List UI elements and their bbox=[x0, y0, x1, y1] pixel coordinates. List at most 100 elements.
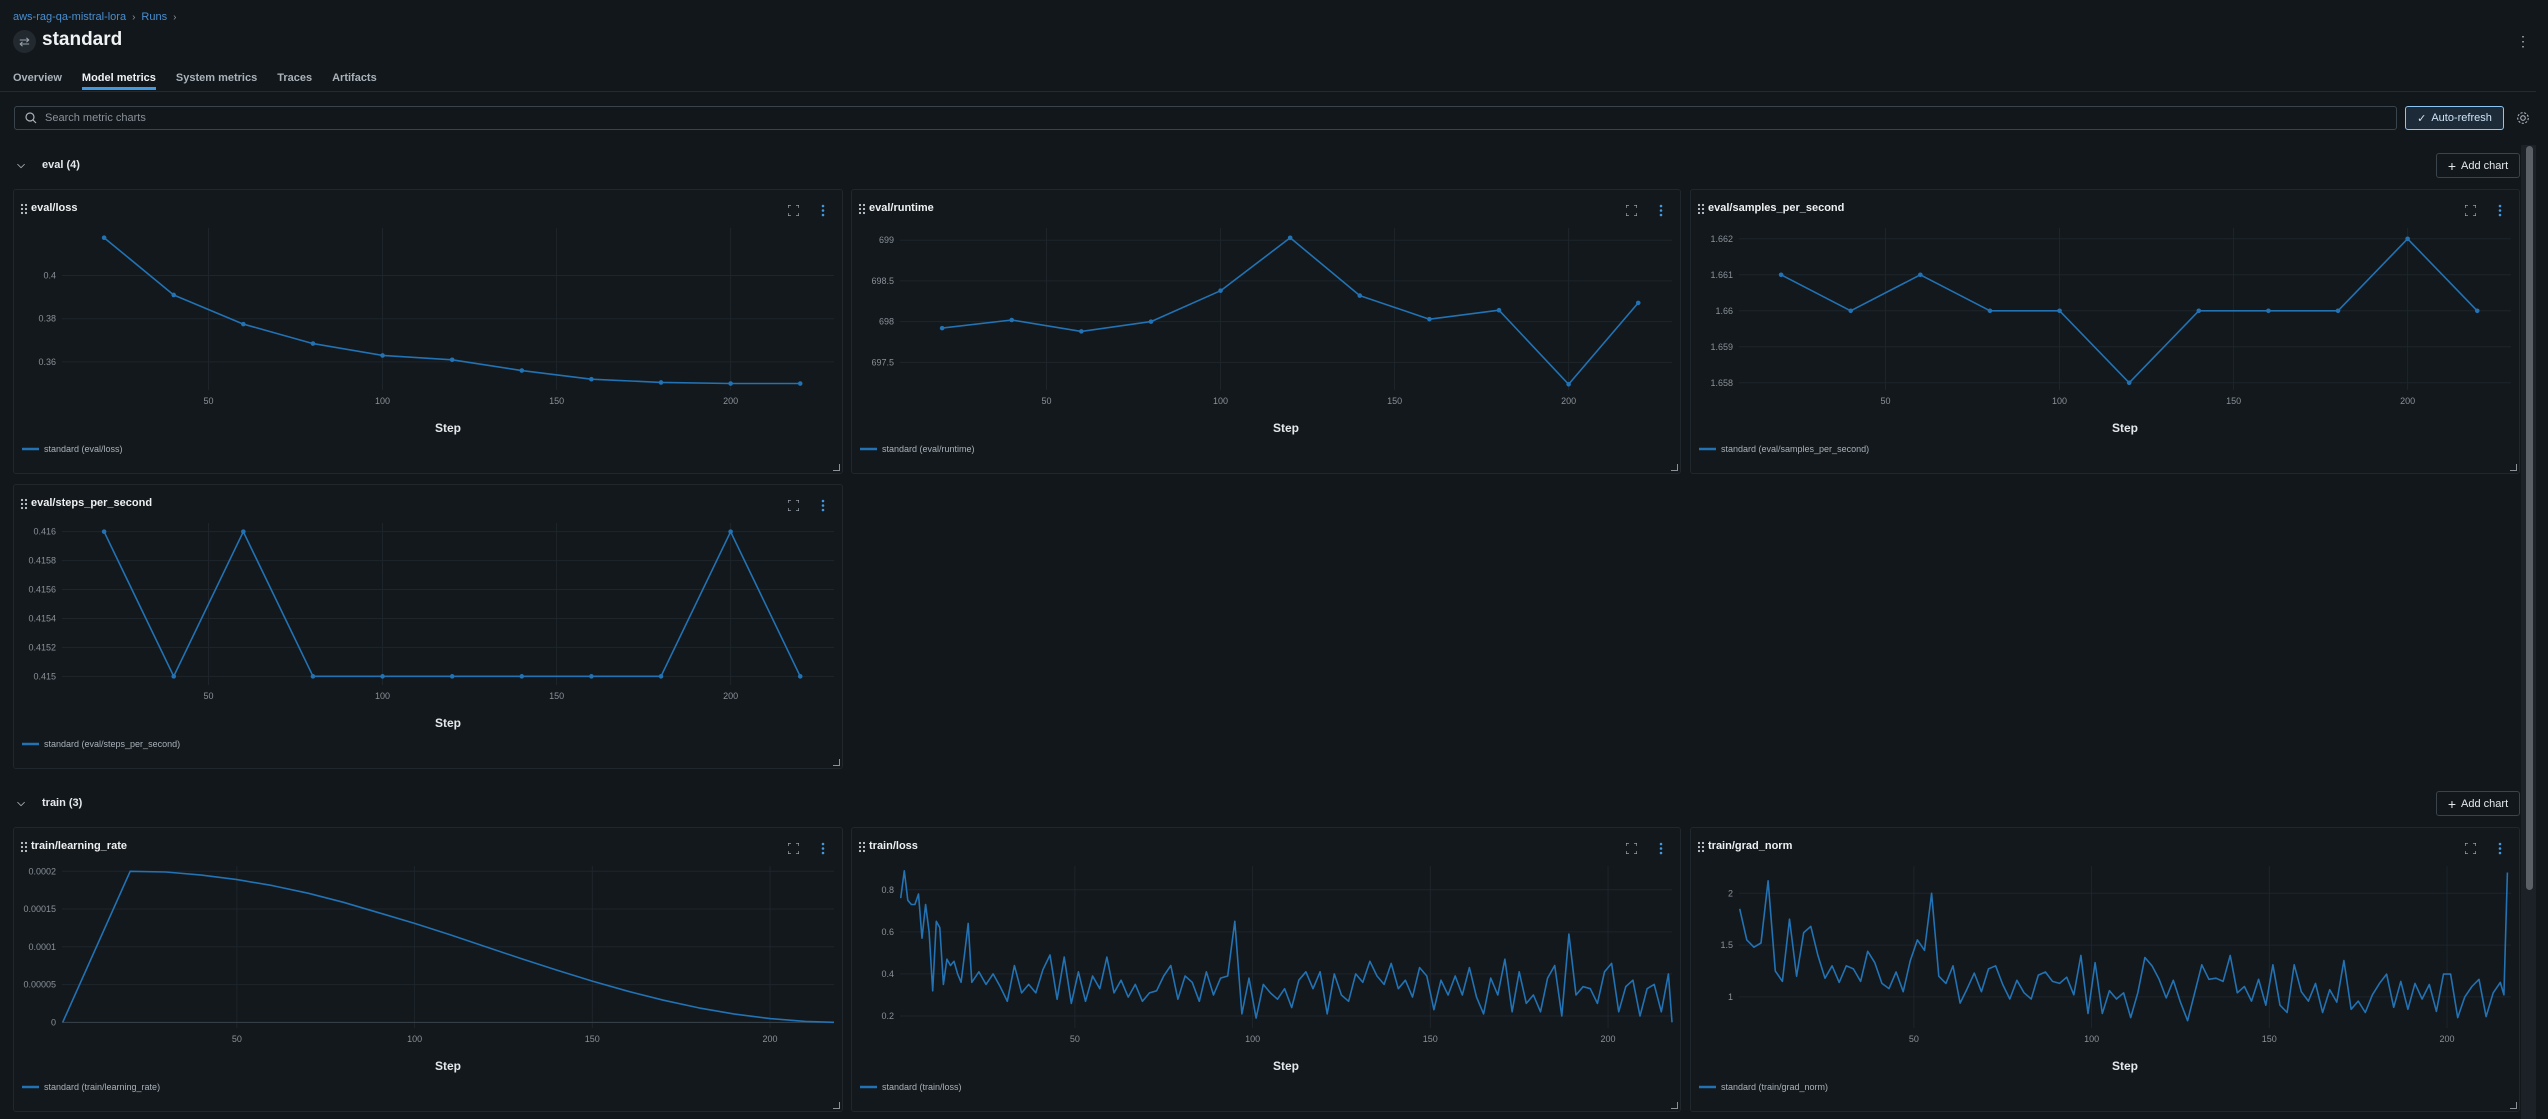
search-box[interactable] bbox=[14, 106, 2397, 130]
x-tick-label: 150 bbox=[585, 1034, 600, 1044]
data-point bbox=[241, 321, 246, 327]
chart-card: 50 100 150 200 697.5 698 698.5 699 Step standard … bbox=[851, 189, 1681, 474]
y-tick-label: 0.4158 bbox=[28, 556, 56, 566]
data-point bbox=[797, 381, 803, 386]
add-chart-button[interactable]: + Add chart bbox=[2436, 153, 2520, 178]
series-line bbox=[61, 870, 835, 1024]
chart-card: 50 100 150 200 0.2 0.4 0.6 0.8 Step standard (tra… bbox=[851, 827, 1681, 1112]
line-chart: 50 100 150 200 0.36 0.38 0.4 Step standard (eval… bbox=[22, 228, 834, 454]
chart-card: 50 100 150 200 0.415 0.4152 0.4154 0.4156 0.4158… bbox=[13, 484, 843, 769]
kebab-icon[interactable] bbox=[820, 499, 826, 512]
data-point bbox=[2196, 308, 2202, 314]
breadcrumb-experiment-link[interactable]: aws-rag-qa-mistral-lora bbox=[13, 11, 127, 23]
breadcrumb: aws-rag-qa-mistral-lora › Runs › bbox=[13, 11, 176, 23]
breadcrumb-runs-link[interactable]: Runs bbox=[141, 11, 168, 23]
kebab-icon[interactable]: ⋮ bbox=[2516, 33, 2530, 49]
x-tick-label: 200 bbox=[1601, 1034, 1616, 1044]
y-tick-label: 698.5 bbox=[871, 276, 894, 286]
drag-handle-icon[interactable] bbox=[20, 203, 28, 215]
section-header-eval[interactable]: ⌵ eval (4) bbox=[14, 159, 80, 171]
drag-handle-icon[interactable] bbox=[1697, 841, 1705, 853]
x-tick-label: 150 bbox=[1387, 396, 1402, 406]
kebab-icon[interactable] bbox=[2497, 204, 2503, 217]
data-point bbox=[2266, 308, 2271, 314]
data-point bbox=[939, 325, 945, 331]
x-tick-label: 100 bbox=[2052, 396, 2067, 406]
y-tick-label: 0.2 bbox=[881, 1011, 894, 1021]
y-tick-label: 0.4152 bbox=[28, 642, 56, 652]
legend-label: standard (train/loss) bbox=[882, 1082, 962, 1092]
y-tick-label: 0.38 bbox=[38, 314, 56, 324]
drag-handle-icon[interactable] bbox=[858, 841, 866, 853]
chart-card: 50 100 150 200 0 0.00005 0.0001 0.00015 0.0002 St… bbox=[13, 827, 843, 1112]
y-tick-label: 0.00005 bbox=[23, 980, 56, 990]
y-tick-label: 0.0001 bbox=[28, 942, 56, 952]
search-input[interactable] bbox=[43, 111, 2396, 125]
drag-handle-icon[interactable] bbox=[1697, 203, 1705, 215]
y-tick-label: 1.66 bbox=[1715, 306, 1733, 316]
y-tick-label: 0.4154 bbox=[28, 613, 56, 623]
chevron-down-icon[interactable]: ⌵ bbox=[17, 797, 25, 809]
chevron-down-icon[interactable]: ⌵ bbox=[17, 159, 25, 171]
resize-handle[interactable] bbox=[1671, 464, 1678, 471]
drag-handle-icon[interactable] bbox=[20, 841, 28, 853]
tab-model-metrics[interactable]: Model metrics bbox=[81, 72, 156, 90]
y-tick-label: 1.658 bbox=[1710, 378, 1733, 388]
fullscreen-icon[interactable] bbox=[2465, 843, 2476, 854]
auto-refresh-button[interactable]: ✓ Auto-refresh bbox=[2405, 106, 2504, 130]
y-tick-label: 1.659 bbox=[1710, 342, 1733, 352]
kebab-icon[interactable] bbox=[1658, 204, 1664, 217]
section-title: train (3) bbox=[42, 797, 83, 809]
y-tick-label: 0.415 bbox=[33, 671, 56, 681]
y-tick-label: 1.5 bbox=[1720, 940, 1733, 950]
resize-handle[interactable] bbox=[1671, 1102, 1678, 1109]
x-tick-label: 150 bbox=[2262, 1034, 2277, 1044]
fullscreen-icon[interactable] bbox=[788, 205, 799, 216]
x-tick-label: 150 bbox=[2226, 396, 2241, 406]
kebab-icon[interactable] bbox=[820, 842, 826, 855]
resize-handle[interactable] bbox=[833, 464, 840, 471]
legend-label: standard (eval/runtime) bbox=[882, 444, 975, 454]
fullscreen-icon[interactable] bbox=[2465, 205, 2476, 216]
search-icon bbox=[25, 112, 37, 124]
drag-handle-icon[interactable] bbox=[20, 498, 28, 510]
data-point bbox=[519, 674, 525, 679]
data-point bbox=[658, 380, 664, 385]
tab-artifacts[interactable]: Artifacts bbox=[332, 72, 377, 84]
fullscreen-icon[interactable] bbox=[788, 500, 799, 511]
tab-system-metrics[interactable]: System metrics bbox=[175, 72, 258, 84]
x-tick-label: 150 bbox=[1423, 1034, 1438, 1044]
data-point bbox=[1427, 316, 1432, 322]
chart-title: eval/samples_per_second bbox=[1708, 202, 1845, 214]
resize-handle[interactable] bbox=[2510, 1102, 2517, 1109]
add-chart-button[interactable]: + Add chart bbox=[2436, 791, 2520, 816]
kebab-icon[interactable] bbox=[2497, 842, 2503, 855]
x-tick-label: 200 bbox=[2400, 396, 2415, 406]
line-chart: 50 100 150 200 1.658 1.659 1.66 1.661 1.662 Step s… bbox=[1699, 228, 2511, 454]
data-point bbox=[241, 529, 246, 534]
fullscreen-icon[interactable] bbox=[788, 843, 799, 854]
data-point bbox=[1357, 293, 1363, 298]
resize-handle[interactable] bbox=[2510, 464, 2517, 471]
data-point bbox=[1918, 272, 1923, 278]
fullscreen-icon[interactable] bbox=[1626, 843, 1637, 854]
scrollbar-thumb[interactable] bbox=[2526, 146, 2533, 890]
gear-icon[interactable] bbox=[2515, 110, 2531, 126]
tab-traces[interactable]: Traces bbox=[277, 72, 313, 84]
x-axis-label: Step bbox=[2112, 421, 2138, 435]
drag-handle-icon[interactable] bbox=[858, 203, 866, 215]
section-header-train[interactable]: ⌵ train (3) bbox=[14, 797, 82, 809]
line-chart: 50 100 150 200 0.2 0.4 0.6 0.8 Step standard (tra… bbox=[860, 866, 1673, 1092]
resize-handle[interactable] bbox=[833, 1102, 840, 1109]
data-point bbox=[380, 353, 385, 358]
tab-overview[interactable]: Overview bbox=[13, 72, 62, 84]
fullscreen-icon[interactable] bbox=[1626, 205, 1637, 216]
section-title: eval (4) bbox=[42, 159, 80, 171]
y-tick-label: 0.4 bbox=[881, 969, 894, 979]
kebab-icon[interactable] bbox=[1658, 842, 1664, 855]
x-tick-label: 200 bbox=[723, 396, 738, 406]
resize-handle[interactable] bbox=[833, 759, 840, 766]
kebab-icon[interactable] bbox=[820, 204, 826, 217]
data-point bbox=[589, 674, 594, 679]
legend-label: standard (train/learning_rate) bbox=[44, 1082, 160, 1092]
